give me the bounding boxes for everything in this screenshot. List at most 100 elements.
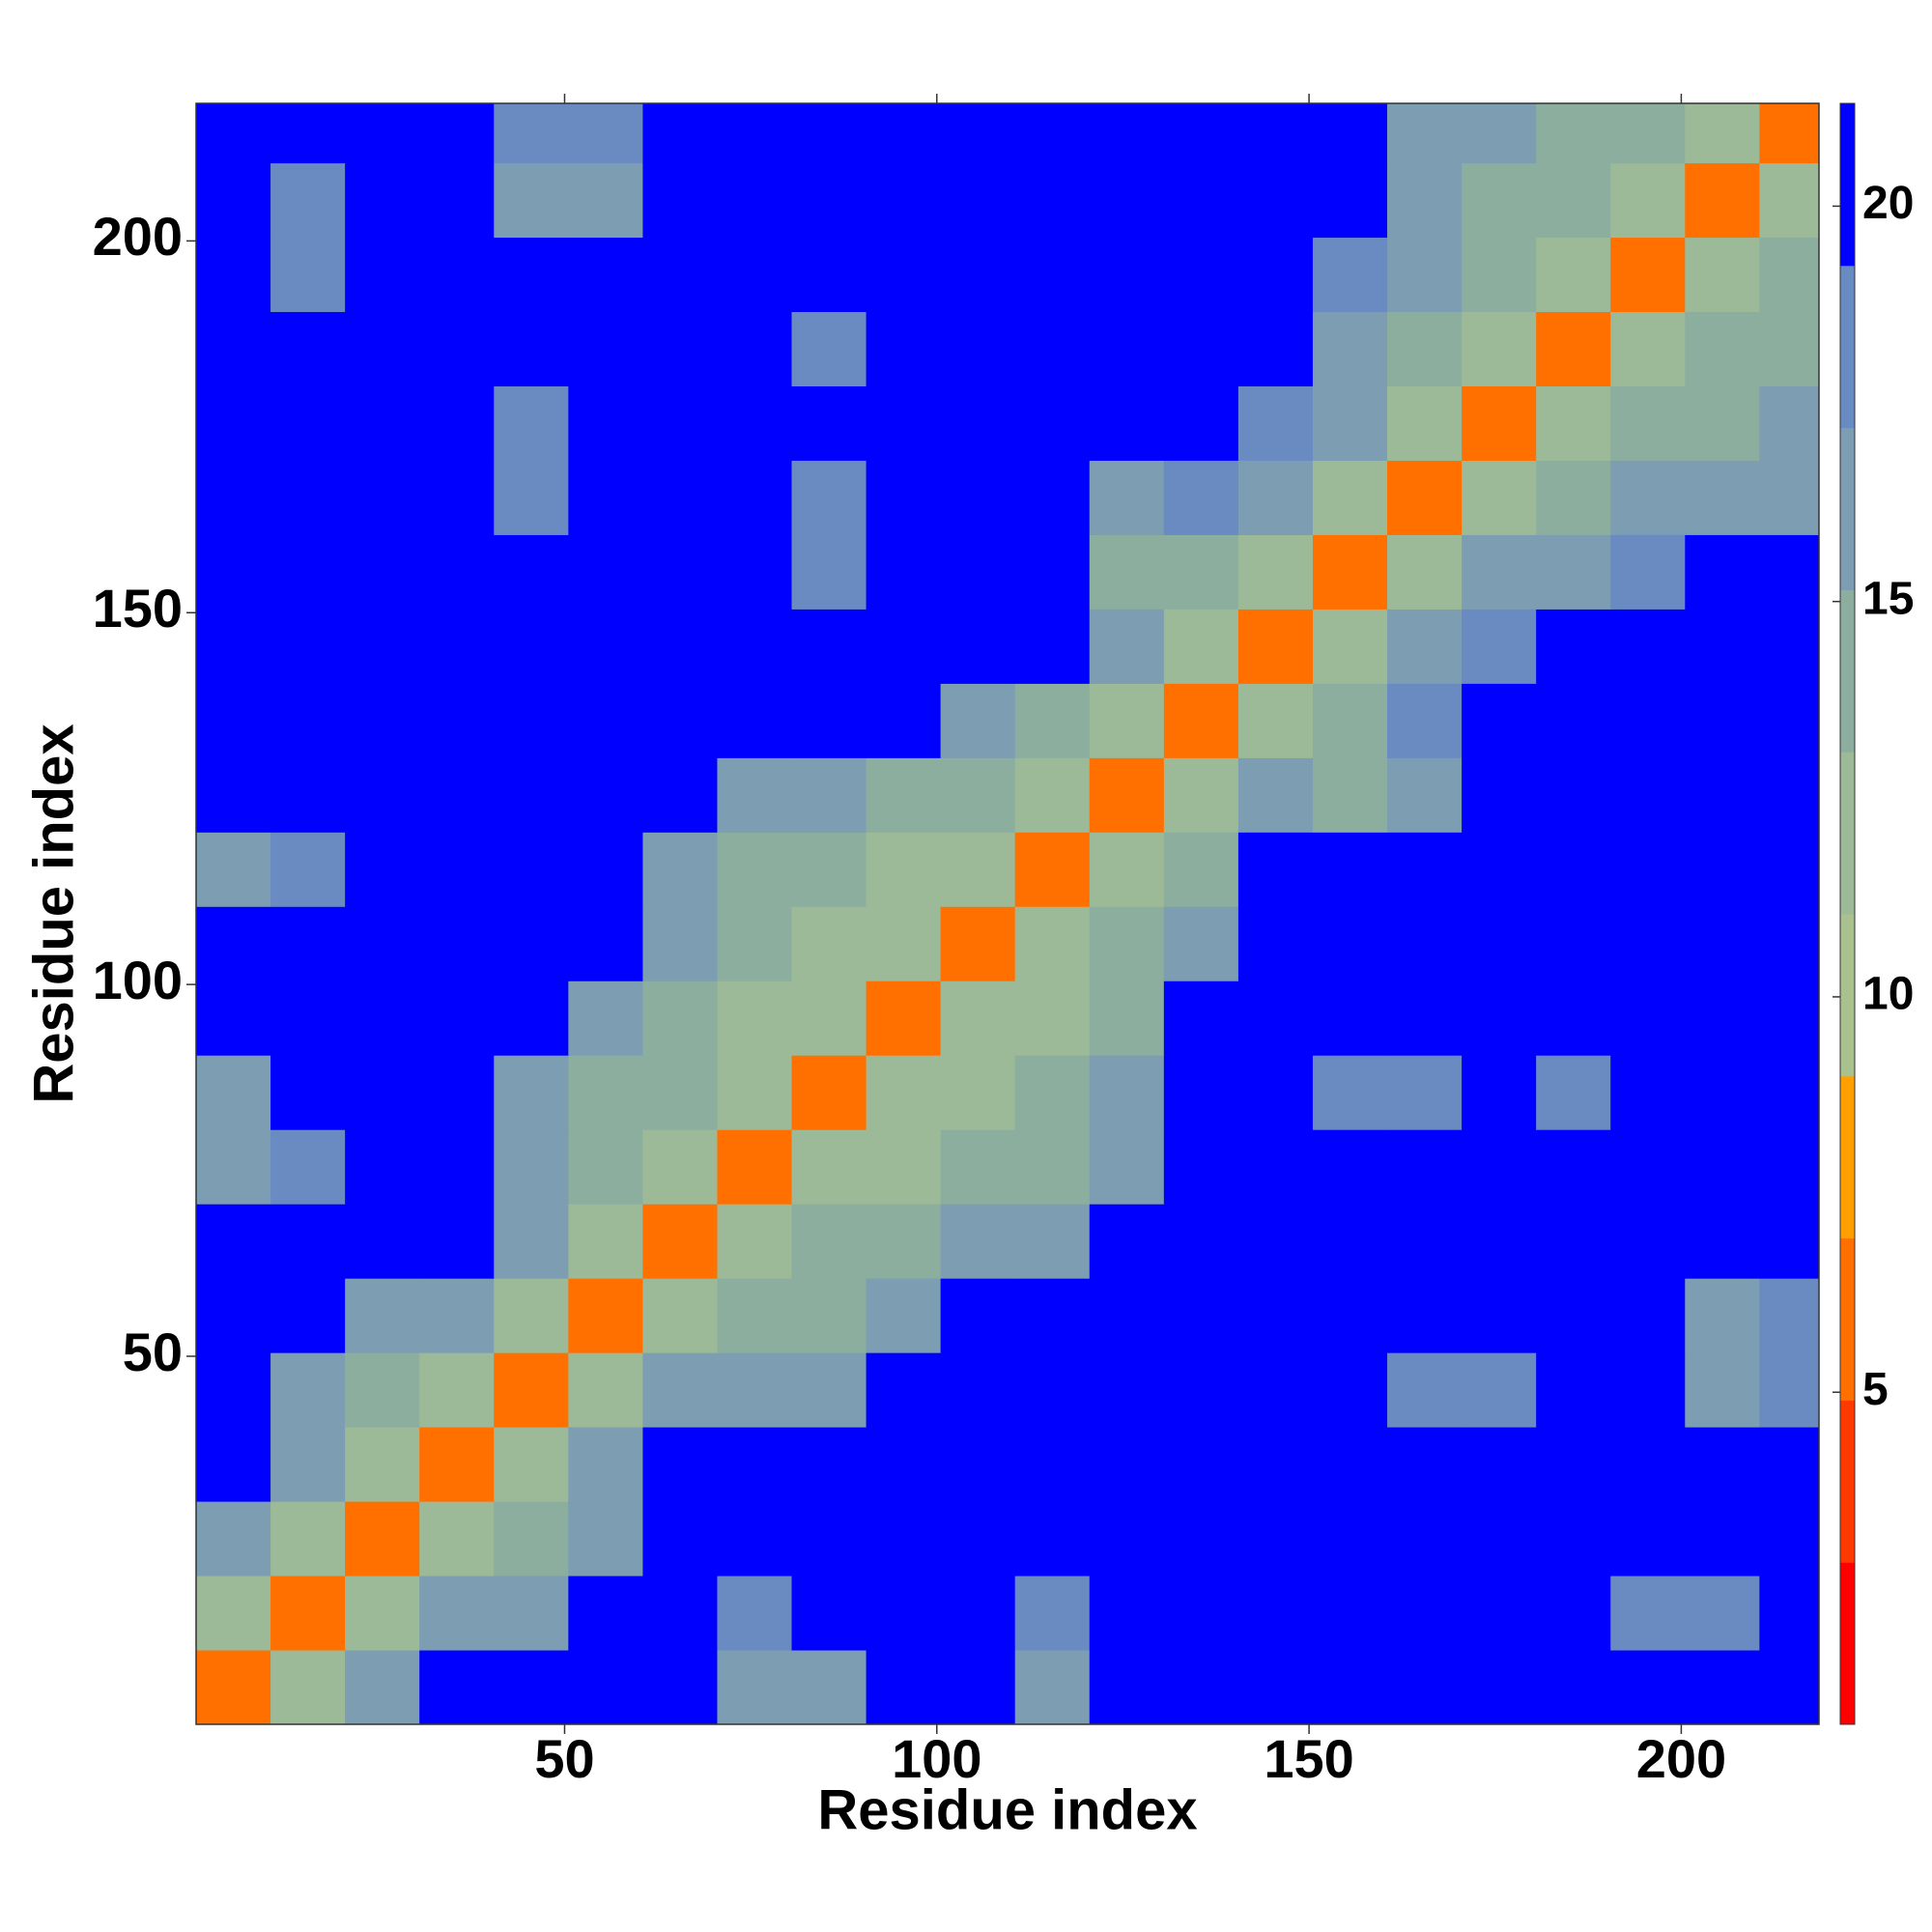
heatmap-cell [1237, 832, 1314, 907]
y-tick-label: 100 [93, 950, 183, 1010]
heatmap-cell [1759, 757, 1820, 833]
heatmap-cell [1014, 1352, 1091, 1428]
heatmap-cell [1610, 237, 1686, 313]
heatmap-cell [717, 757, 793, 833]
heatmap-cell [1163, 1278, 1239, 1353]
heatmap-cell [1685, 757, 1760, 833]
heatmap-cell [642, 385, 718, 461]
heatmap-cell [642, 1055, 718, 1130]
heatmap-cell [717, 980, 793, 1056]
heatmap-cell [1462, 683, 1537, 758]
heatmap-cell [717, 1129, 793, 1205]
heatmap-cell [940, 534, 1016, 610]
heatmap-cell [1312, 1278, 1388, 1353]
heatmap-cell [1685, 609, 1760, 684]
heatmap-cell [866, 1650, 942, 1725]
heatmap-cell [791, 609, 867, 684]
heatmap-cell [642, 1501, 718, 1577]
heatmap-cell [717, 683, 793, 758]
heatmap-cell [568, 460, 643, 535]
heatmap-cell [568, 1055, 643, 1130]
heatmap-cell [494, 980, 569, 1056]
heatmap-cell [940, 237, 1016, 313]
heatmap-cell [1536, 1576, 1611, 1651]
heatmap-cell [1387, 906, 1463, 981]
heatmap-cell [270, 385, 346, 461]
heatmap-cell [1312, 832, 1388, 907]
heatmap-cell [642, 237, 718, 313]
heatmap-cell [1536, 683, 1611, 758]
heatmap-cell [1536, 1129, 1611, 1205]
heatmap-cell [419, 1129, 495, 1205]
heatmap-cell [196, 683, 271, 758]
heatmap-cell [1163, 460, 1239, 535]
heatmap-cell [1387, 1055, 1463, 1130]
heatmap-cell [717, 162, 793, 239]
heatmap-cell [345, 757, 420, 833]
heatmap-cell [1312, 1501, 1388, 1577]
heatmap-cell [1163, 385, 1239, 461]
heatmap-cell [1014, 162, 1091, 239]
heatmap-cell [1387, 237, 1463, 313]
x-tick-label: 150 [1264, 1728, 1353, 1789]
heatmap-cell [1237, 906, 1314, 981]
heatmap-cell [196, 609, 271, 684]
heatmap-cell [1610, 757, 1686, 833]
heatmap-cell [1536, 103, 1611, 164]
heatmap-cell [494, 832, 569, 907]
heatmap-cell [1014, 683, 1091, 758]
heatmap-cell [1610, 460, 1686, 535]
heatmap-cell [791, 103, 867, 164]
colorbar-frame [1839, 102, 1856, 1725]
heatmap-cell [568, 311, 643, 386]
heatmap-cell [1462, 1427, 1537, 1502]
heatmap-cell [568, 534, 643, 610]
heatmap-cell [717, 1055, 793, 1130]
heatmap-cell [270, 103, 346, 164]
heatmap-cell [791, 385, 867, 461]
heatmap-cell [866, 460, 942, 535]
heatmap-cell [1610, 311, 1686, 386]
colorbar-swatch [1840, 1075, 1855, 1239]
heatmap-cell [866, 103, 942, 164]
heatmap-cell [1237, 683, 1314, 758]
heatmap-cell [1014, 906, 1091, 981]
heatmap-cell [419, 683, 495, 758]
heatmap-cell [1089, 460, 1165, 535]
heatmap-cell [568, 1576, 643, 1651]
heatmap-cell [1685, 1055, 1760, 1130]
heatmap-cell [196, 1055, 271, 1130]
heatmap-cell [419, 237, 495, 313]
heatmap-cell [1536, 237, 1611, 313]
heatmap-cell [1685, 683, 1760, 758]
heatmap-cell [494, 103, 569, 164]
heatmap-cell [1387, 460, 1463, 535]
heatmap-cell [1312, 609, 1388, 684]
heatmap-cell [1312, 162, 1388, 239]
heatmap-cell [345, 609, 420, 684]
heatmap-cell [568, 609, 643, 684]
heatmap-cell [1610, 1278, 1686, 1353]
heatmap-cell [196, 757, 271, 833]
heatmap-cell [717, 1427, 793, 1502]
y-tick-label: 150 [93, 578, 183, 639]
heatmap-cell [494, 1576, 569, 1651]
heatmap-cell [419, 103, 495, 164]
heatmap-cell [196, 1352, 271, 1428]
heatmap-cell [345, 1055, 420, 1130]
heatmap-cell [1089, 162, 1165, 239]
heatmap-cell [1163, 1204, 1239, 1279]
heatmap-cell [717, 103, 793, 164]
heatmap-cell [1610, 609, 1686, 684]
plot-frame [195, 102, 1820, 1725]
heatmap-cell [568, 1278, 643, 1353]
x-tick-label: 100 [892, 1728, 981, 1789]
heatmap-cell [1312, 534, 1388, 610]
heatmap-cell [1014, 980, 1091, 1056]
heatmap-cell [866, 534, 942, 610]
heatmap-cell [866, 1352, 942, 1428]
heatmap-cell [642, 683, 718, 758]
heatmap-cell [419, 757, 495, 833]
heatmap-cell [940, 385, 1016, 461]
